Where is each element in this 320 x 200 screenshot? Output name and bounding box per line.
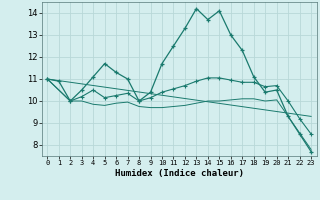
X-axis label: Humidex (Indice chaleur): Humidex (Indice chaleur) <box>115 169 244 178</box>
